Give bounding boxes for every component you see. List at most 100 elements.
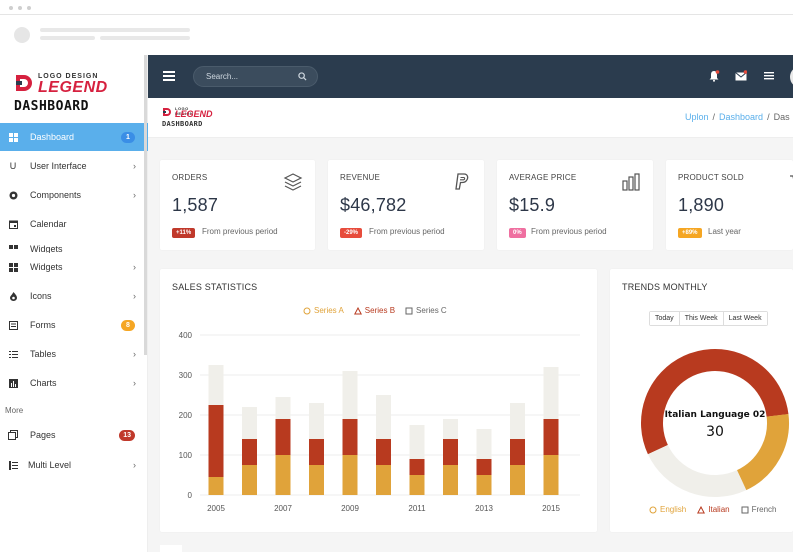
- stat-card-product-sold: PRODUCT SOLD 1,890 +89% Last year: [666, 160, 793, 250]
- chevron-right-icon: ›: [133, 262, 136, 272]
- bar-segment: [543, 367, 559, 419]
- logo-subtitle: LOGO DESIGN: [38, 73, 99, 80]
- sidebar-item-label: Pages: [30, 430, 56, 440]
- sidebar-item-widgets[interactable]: Widgets ›: [0, 253, 148, 281]
- search-placeholder: Search...: [206, 72, 239, 81]
- bar-segment: [476, 475, 492, 495]
- sidebar-item-label: Dashboard: [30, 132, 75, 142]
- breadcrumb-separator: /: [767, 112, 770, 122]
- sidebar-item-label: User Interface: [30, 161, 87, 171]
- sidebar-item-components[interactable]: Components ›: [0, 181, 148, 209]
- bar-segment: [208, 405, 224, 477]
- sidebar-item-tables[interactable]: Tables ›: [0, 340, 148, 368]
- donut-legend: English Italian French: [649, 505, 777, 514]
- bar-segment: [275, 419, 291, 455]
- bar-segment: [242, 439, 257, 465]
- flame-icon: [8, 291, 18, 301]
- layers-icon: [283, 173, 303, 191]
- sidebar-item-widgets-clipped[interactable]: Widgets: [0, 239, 148, 253]
- mail-icon[interactable]: [735, 70, 747, 82]
- sidebar-item-calendar[interactable]: Calendar: [0, 210, 148, 238]
- legend-item[interactable]: French: [741, 505, 777, 514]
- square-icon: [741, 506, 749, 513]
- breadcrumb: Uplon / Dashboard / Das: [685, 112, 790, 122]
- placeholder-line: [100, 36, 190, 40]
- legend-item[interactable]: Series A: [303, 306, 344, 315]
- bar-segment: [476, 429, 492, 459]
- tab-this-week[interactable]: This Week: [679, 312, 724, 325]
- sidebar-item-dashboard[interactable]: Dashboard 1: [0, 123, 148, 151]
- stat-change-badge: +89%: [678, 228, 702, 238]
- bell-icon[interactable]: [708, 70, 720, 82]
- donut-center-value: 30: [706, 424, 724, 440]
- stat-title: REVENUE: [340, 173, 381, 182]
- list-icon[interactable]: [763, 70, 775, 82]
- breadcrumb-link[interactable]: Uplon: [685, 112, 709, 122]
- widgets-icon: [8, 262, 18, 272]
- bar-segment: [376, 439, 391, 465]
- stat-value: $15.9: [509, 195, 556, 215]
- sidebar-item-icons[interactable]: Icons ›: [0, 282, 148, 310]
- stat-value: 1,890: [678, 195, 725, 215]
- y-tick-label: 0: [188, 491, 193, 500]
- tab-today[interactable]: Today: [650, 312, 680, 325]
- sales-statistics-panel: SALES STATISTICS Series A Series B Serie…: [160, 269, 597, 532]
- browser-top-bar: [0, 0, 793, 15]
- bar-segment: [510, 403, 525, 439]
- menu-toggle-icon[interactable]: [163, 71, 175, 81]
- sidebar-item-forms[interactable]: Forms 8: [0, 311, 148, 339]
- period-tabs: Today This Week Last Week: [649, 311, 768, 326]
- search-icon[interactable]: [298, 72, 307, 81]
- legend-label: Series C: [416, 306, 447, 315]
- chart-legend: Series A Series B Series C: [303, 306, 447, 315]
- sidebar-item-user-interface[interactable]: U User Interface ›: [0, 152, 148, 180]
- placeholder-line: [40, 28, 190, 32]
- sidebar: LOGO DESIGN LEGEND DASHBOARD Dashboard 1…: [0, 55, 148, 552]
- sales-bar-chart: 0 100 200 300 400 2005 2007 2009 2011 2013 2015: [179, 331, 580, 513]
- sidebar-item-charts[interactable]: Charts ›: [0, 369, 148, 397]
- chevron-right-icon: ›: [133, 349, 136, 359]
- panel-title: TRENDS MONTHLY: [622, 282, 708, 292]
- window-dot: [9, 6, 13, 10]
- x-tick-label: 2007: [274, 504, 292, 513]
- sidebar-item-label: Tables: [30, 349, 57, 359]
- legend-item[interactable]: Series B: [353, 306, 396, 315]
- bar-segment: [342, 419, 358, 455]
- logo-dashboard-title: DASHBOARD: [162, 120, 203, 128]
- bar-segment: [543, 419, 559, 455]
- donut-slice: [641, 349, 789, 497]
- next-panel-edge: [160, 545, 182, 552]
- legend-label: Series A: [314, 306, 344, 315]
- tab-last-week[interactable]: Last Week: [723, 312, 767, 325]
- legend-label: Series B: [364, 306, 396, 315]
- avatar[interactable]: [790, 66, 793, 88]
- legend-label: French: [751, 505, 777, 514]
- legend-item[interactable]: English: [649, 505, 686, 514]
- site-icon: [14, 27, 30, 43]
- bar-segment: [510, 465, 525, 495]
- magnet-icon: U: [9, 161, 17, 171]
- bar-segment: [275, 397, 291, 419]
- breadcrumb-link[interactable]: Dashboard: [719, 112, 764, 122]
- square-icon: [405, 307, 413, 314]
- notification-badge: 13: [119, 429, 135, 441]
- chevron-right-icon: ›: [133, 161, 136, 171]
- breadcrumb-current: Das: [773, 112, 790, 122]
- chart-icon: [8, 378, 18, 388]
- chevron-right-icon: ›: [133, 460, 136, 470]
- y-tick-label: 200: [179, 411, 193, 420]
- bar-segment: [309, 403, 324, 439]
- sidebar-item-multi-level[interactable]: Multi Level ›: [0, 451, 148, 479]
- stat-value: $46,782: [340, 195, 407, 215]
- x-tick-label: 2009: [341, 504, 359, 513]
- cart-icon: [790, 175, 793, 180]
- search-input[interactable]: Search...: [193, 66, 318, 87]
- paypal-icon: [455, 173, 469, 190]
- x-tick-label: 2015: [542, 504, 560, 513]
- legend-item[interactable]: Series C: [405, 306, 447, 315]
- sidebar-scrollbar[interactable]: [144, 55, 147, 355]
- sidebar-item-pages[interactable]: Pages 13: [0, 421, 148, 449]
- bar-segment: [409, 425, 425, 459]
- legend-item[interactable]: Italian: [697, 505, 730, 514]
- brand-logo[interactable]: LOGO DESIGN LEGEND DASHBOARD: [14, 73, 134, 114]
